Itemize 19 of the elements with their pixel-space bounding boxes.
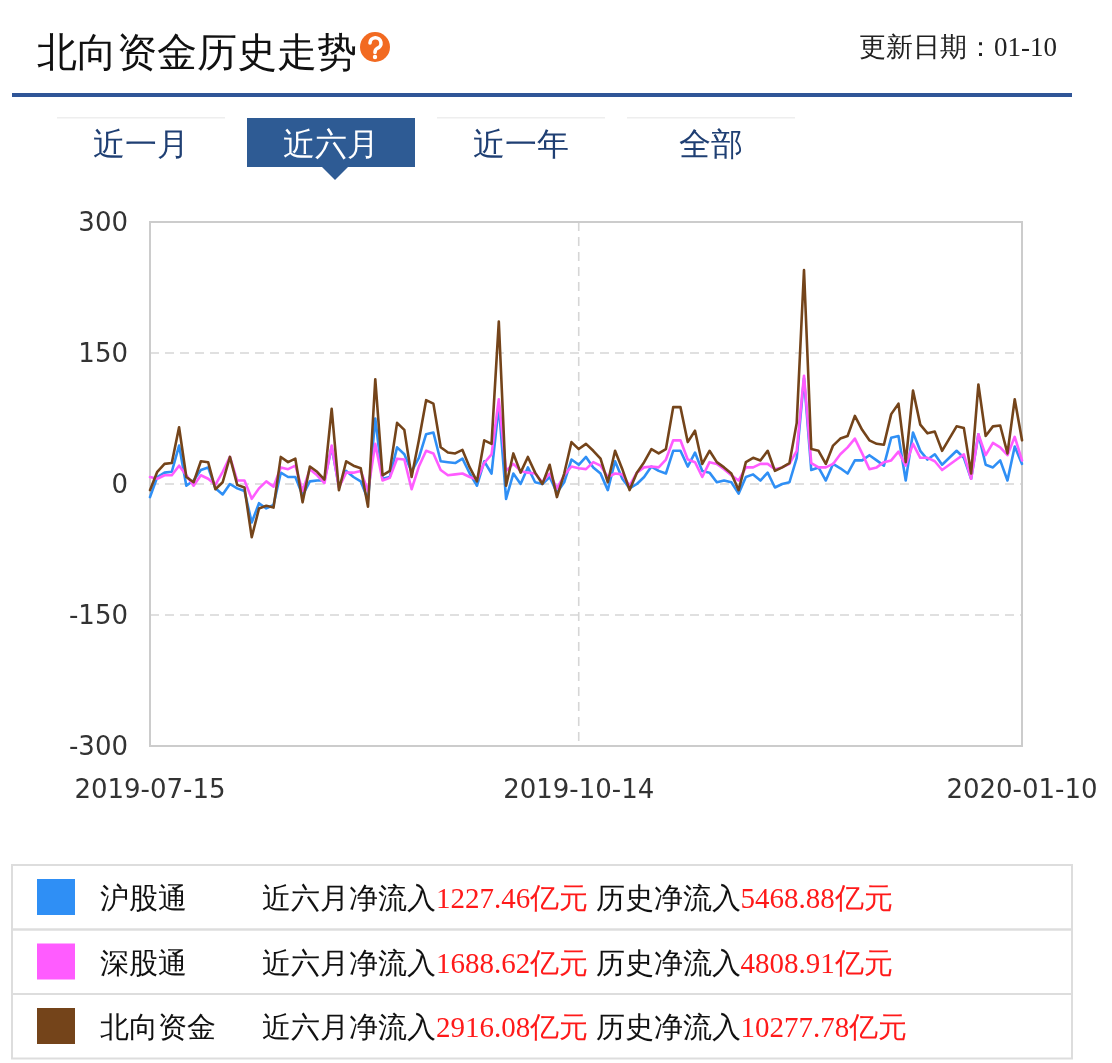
legend-label: 北向资金 xyxy=(100,1011,216,1043)
x-tick-label: 2020-01-10 xyxy=(946,774,1098,804)
y-tick-label: 150 xyxy=(78,338,128,368)
text: 近六月净流入2916.08亿元 历史净流入10277.78亿元 xyxy=(262,1011,908,1043)
y-tick-label: 300 xyxy=(78,207,128,237)
text: 近六月净流入1688.62亿元 历史净流入4808.91亿元 xyxy=(262,946,893,979)
x-tick-label: 2019-07-15 xyxy=(74,774,226,804)
y-tick-label: -300 xyxy=(68,731,128,761)
tab: 全部 xyxy=(627,117,795,162)
x-tick-label: 2019-10-14 xyxy=(503,774,655,804)
text: 近六月净流入1227.46亿元 历史净流入5468.88亿元 xyxy=(262,882,893,914)
tab: 近一月 xyxy=(57,117,225,162)
legend-label: 沪股通 xyxy=(100,882,187,914)
y-tick-label: -150 xyxy=(68,600,128,630)
chart-title: 北向资金历史走势 xyxy=(37,29,357,75)
legend-label: 深股通 xyxy=(100,946,187,979)
y-tick-label: 0 xyxy=(111,469,128,499)
chart-subtitle: 更新日期：01-10 xyxy=(859,32,1057,62)
tab: 近一年 xyxy=(437,117,605,162)
